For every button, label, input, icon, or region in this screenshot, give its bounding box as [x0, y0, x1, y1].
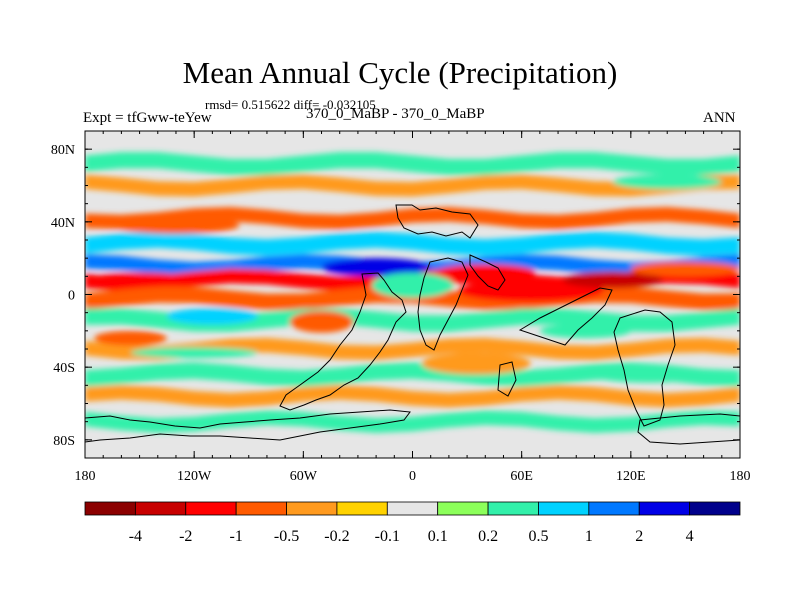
x-tick-label: 180	[730, 469, 751, 484]
field-blob	[457, 279, 604, 302]
antarctica-outline	[85, 409, 411, 443]
field-blob	[166, 308, 258, 325]
y-tick-label: 80S	[53, 434, 75, 449]
stats-line: rmsd= 0.515622 diff= -0.032105	[205, 97, 376, 112]
colorbar-swatch	[487, 501, 539, 516]
y-tick-label: 0	[68, 289, 75, 304]
colorbar-label: -0.5	[274, 528, 299, 545]
colorbar: -4 -2 -1 -0.5 -0.2 -0.1 0.1 0.2 0.5 1 2 4	[84, 501, 741, 545]
season-label: ANN	[703, 110, 736, 126]
africa-outline	[417, 257, 469, 351]
colorbar-swatch	[134, 501, 187, 516]
field-band	[85, 231, 740, 256]
south-america-outline	[279, 272, 407, 411]
field-band	[85, 174, 740, 197]
antarctica-east-outline	[637, 413, 740, 445]
field-blob	[612, 174, 722, 190]
data-field	[85, 152, 740, 433]
x-tick-label: 120E	[616, 469, 646, 484]
experiment-label: Expt = tfGww-teYew	[83, 110, 212, 126]
colorbar-label: 1	[585, 528, 593, 545]
field-blob	[630, 261, 740, 277]
field-band	[85, 362, 740, 387]
field-blob	[594, 369, 704, 383]
colorbar-label: -4	[129, 528, 142, 545]
field-blob	[112, 217, 240, 234]
colorbar-label: 0.1	[428, 528, 448, 545]
colorbar-label: 2	[635, 528, 643, 545]
x-tick-label: 120W	[177, 469, 212, 484]
colorbar-label: 0.5	[528, 528, 548, 545]
colorbar-label: 0.2	[478, 528, 498, 545]
field-blob	[85, 272, 195, 288]
x-tick-label: 180	[75, 469, 96, 484]
colorbar-swatch	[689, 501, 741, 516]
colorbar-label: -0.1	[375, 528, 400, 545]
colorbar-swatch	[437, 501, 489, 516]
north-africa-europe-outline	[395, 204, 479, 239]
colorbar-label: 4	[686, 528, 694, 545]
asia-coast-outline	[518, 287, 613, 346]
field-blob	[539, 323, 631, 339]
field-blob	[130, 347, 258, 359]
colorbar-label: -0.2	[324, 528, 349, 545]
field-band	[85, 207, 740, 230]
field-blob	[289, 310, 354, 333]
x-axis: 180 120W 60W 0 60E 120E 180	[75, 131, 751, 484]
field-blob	[562, 271, 663, 289]
colorbar-swatch	[185, 501, 237, 516]
continent-outlines	[85, 204, 740, 445]
field-blob	[421, 352, 531, 375]
field-blob	[94, 330, 167, 346]
colorbar-swatch	[538, 501, 590, 516]
madagascar-outline	[497, 361, 517, 397]
india-outline	[469, 254, 506, 291]
x-tick-label: 60E	[510, 469, 533, 484]
field-band	[85, 152, 740, 176]
colorbar-swatch	[336, 501, 388, 516]
colorbar-swatch	[235, 501, 287, 516]
case-label: 370_0_MaBP - 370_0_MaBP	[306, 106, 485, 122]
colorbar-swatch	[638, 501, 691, 516]
colorbar-swatch	[84, 501, 136, 516]
y-tick-label: 80N	[51, 143, 75, 158]
field-band	[85, 385, 740, 408]
colorbar-label: -2	[179, 528, 192, 545]
y-tick-label: 40S	[53, 361, 75, 376]
field-band	[85, 337, 740, 361]
field-blob	[321, 388, 413, 400]
field-band	[85, 410, 740, 433]
colorbar-label: -1	[229, 528, 242, 545]
field-blob	[321, 258, 431, 277]
x-tick-label: 60W	[290, 469, 318, 484]
colorbar-swatch	[588, 501, 640, 516]
chart-title: Mean Annual Cycle (Precipitation)	[182, 55, 618, 90]
australia-outline	[613, 309, 676, 427]
colorbar-swatch	[286, 501, 338, 516]
x-tick-label: 0	[409, 469, 416, 484]
y-axis: 80N 40N 0 40S 80S	[51, 143, 740, 449]
y-tick-label: 40N	[51, 216, 75, 231]
colorbar-swatch	[386, 501, 439, 516]
field-blob	[435, 264, 536, 281]
